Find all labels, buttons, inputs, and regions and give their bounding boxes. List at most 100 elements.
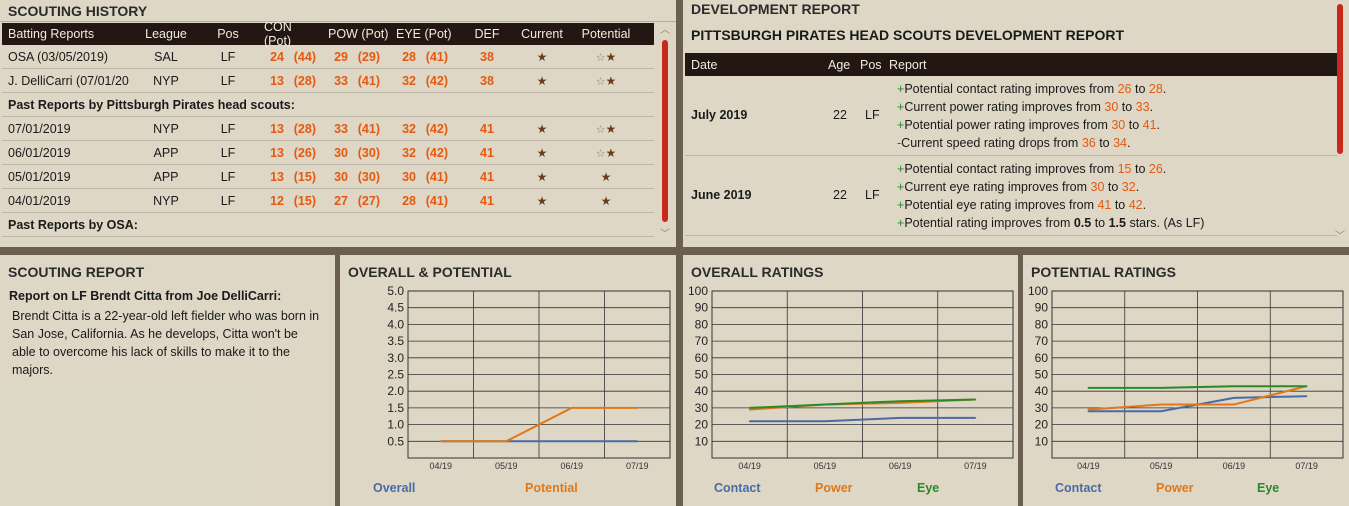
change-to-word: to — [1118, 100, 1136, 114]
history-row[interactable]: OSA (03/05/2019) SAL LF 24 (44) 29 (29) 28 (41) 3… — [2, 45, 654, 69]
col-con[interactable]: CON (Pot) — [264, 20, 292, 48]
report-eye: 30 (41) — [390, 170, 462, 184]
y-tick-label: 30 — [695, 401, 709, 415]
history-row[interactable]: 04/01/2019 NYP LF 12 (15) 27 (27) 28 (41) 41 ★ ★ — [2, 189, 654, 213]
change-to-word: to — [1091, 216, 1109, 230]
entry-age: 22 — [833, 188, 847, 202]
col-age[interactable]: Age — [828, 57, 851, 72]
report-con: 13 (15) — [258, 170, 322, 184]
report-league: NYP — [153, 193, 179, 208]
star-icon: ★ — [605, 73, 617, 88]
change-from: 30 — [1104, 100, 1119, 114]
data-point — [570, 440, 573, 443]
star-icon: ★ — [600, 169, 612, 184]
report-league: SAL — [154, 49, 178, 64]
y-tick-label: 30 — [1035, 401, 1049, 415]
current-stars: ★ — [512, 194, 572, 208]
scroll-down-icon[interactable]: ﹀ — [1335, 231, 1345, 242]
report-con-potential: (28) — [293, 121, 316, 136]
y-tick-label: 3.5 — [387, 334, 404, 348]
y-tick-label: 50 — [1035, 368, 1049, 382]
overall-potential-chart-panel: OVERALL & POTENTIAL 5.0 4.5 4.0 3.5 3.0 2.5 2.… — [340, 255, 676, 506]
history-scroll-thumb[interactable] — [662, 40, 668, 222]
report-def: 41 — [480, 145, 494, 160]
potential-ratings-title: POTENTIAL RATINGS — [1031, 264, 1176, 280]
change-from: 30 — [1090, 180, 1105, 194]
change-suffix: . — [1156, 118, 1161, 132]
data-point — [636, 440, 639, 443]
history-section-header: Past Reports by OSA: — [2, 213, 654, 237]
col-potential[interactable]: Potential — [581, 27, 631, 41]
overall-potential-chart: 5.0 4.5 4.0 3.5 3.0 2.5 2.0 1.5 1.0 0.5 04/19 05/19… — [387, 284, 671, 471]
data-point — [748, 408, 751, 411]
y-tick-label: 5.0 — [387, 284, 404, 298]
legend-contact: Contact — [1055, 481, 1102, 495]
history-row[interactable]: J. DelliCarri (07/01/20 NYP LF 13 (28) 33 (41)… — [2, 69, 654, 93]
star-icon: ☆ — [595, 147, 606, 160]
development-entry: July 2019 22 LF +Potential contact rating i… — [685, 76, 1337, 156]
y-tick-label: 40 — [695, 384, 709, 398]
col-current[interactable]: Current — [521, 27, 563, 41]
report-pow-current: 29 — [334, 49, 348, 64]
x-tick-label: 05/19 — [1150, 461, 1173, 471]
history-scrollbar[interactable]: ︿ ﹀ — [660, 26, 670, 242]
dev-scrollbar[interactable]: ﹀ — [1335, 0, 1345, 247]
y-tick-label: 60 — [1035, 351, 1049, 365]
col-batting-reports[interactable]: Batting Reports — [8, 27, 95, 41]
report-eye-potential: (41) — [425, 193, 448, 208]
report-pow: 33 (41) — [322, 74, 390, 88]
star-icon: ☆ — [595, 51, 606, 64]
scouting-history-panel: SCOUTING HISTORY Batting Reports League … — [0, 0, 676, 247]
report-pow: 27 (27) — [322, 194, 390, 208]
change-suffix: . — [1135, 180, 1140, 194]
col-def[interactable]: DEF — [474, 27, 500, 41]
col-pos[interactable]: Pos — [860, 57, 882, 72]
report-pow: 29 (29) — [322, 50, 390, 64]
change-sign: + — [897, 198, 905, 212]
report-name: 06/01/2019 — [8, 145, 71, 160]
scroll-down-icon[interactable]: ﹀ — [660, 229, 670, 240]
history-row[interactable]: 05/01/2019 APP LF 13 (15) 30 (30) 30 (41) 41 ★ ★ — [2, 165, 654, 189]
data-point — [748, 407, 751, 409]
history-row[interactable]: 07/01/2019 NYP LF 13 (28) 33 (41) 32 (42) 41 ★ ☆★ — [2, 117, 654, 141]
star-icon: ☆ — [595, 123, 606, 136]
report-line: +Current power rating improves from 30 t… — [897, 98, 1166, 116]
col-eye[interactable]: EYE (Pot) — [396, 27, 452, 41]
data-point — [570, 407, 573, 409]
report-pos: LF — [220, 49, 236, 64]
col-date[interactable]: Date — [691, 57, 718, 72]
x-tick-label: 05/19 — [495, 461, 518, 471]
col-pow[interactable]: POW (Pot) — [328, 27, 389, 41]
change-to: 34 — [1113, 136, 1127, 150]
entry-date: June 2019 — [691, 188, 752, 202]
history-row[interactable]: 06/01/2019 APP LF 13 (26) 30 (30) 32 (42) 41 ★ ☆★ — [2, 141, 654, 165]
report-eye-potential: (41) — [425, 169, 448, 184]
dev-scroll-thumb[interactable] — [1337, 4, 1343, 154]
development-report-subtitle: PITTSBURGH PIRATES HEAD SCOUTS DEVELOPME… — [691, 27, 1124, 43]
x-tick-label: 04/19 — [738, 461, 761, 471]
scroll-up-icon[interactable]: ︿ — [660, 25, 670, 36]
col-report[interactable]: Report — [889, 57, 927, 72]
report-pow: 30 (30) — [322, 170, 390, 184]
x-tick-label: 06/19 — [560, 461, 583, 471]
change-text: Current speed rating drops from — [901, 136, 1082, 150]
star-icon: ☆ — [595, 75, 606, 88]
scouting-history-title: SCOUTING HISTORY — [0, 0, 676, 22]
change-text: Potential contact rating improves from — [904, 82, 1118, 96]
y-tick-label: 70 — [695, 334, 709, 348]
data-point — [974, 417, 977, 419]
report-pow: 33 (41) — [322, 122, 390, 136]
col-league[interactable]: League — [145, 27, 187, 41]
change-suffix: . — [1162, 82, 1167, 96]
development-report-header: Date Age Pos Report — [685, 53, 1337, 76]
entry-pos: LF — [865, 108, 880, 122]
overall-potential-title: OVERALL & POTENTIAL — [348, 264, 512, 280]
scouting-report-author: Report on LF Brendt Citta from Joe Delli… — [9, 289, 282, 303]
report-league: NYP — [153, 121, 179, 136]
report-con-current: 13 — [270, 73, 284, 88]
col-pos[interactable]: Pos — [217, 27, 239, 41]
report-name: 04/01/2019 — [8, 193, 71, 208]
report-con-current: 24 — [270, 49, 284, 64]
entry-report-lines: +Potential contact rating improves from … — [897, 80, 1166, 152]
report-line: +Potential rating improves from 0.5 to 1… — [897, 214, 1204, 232]
